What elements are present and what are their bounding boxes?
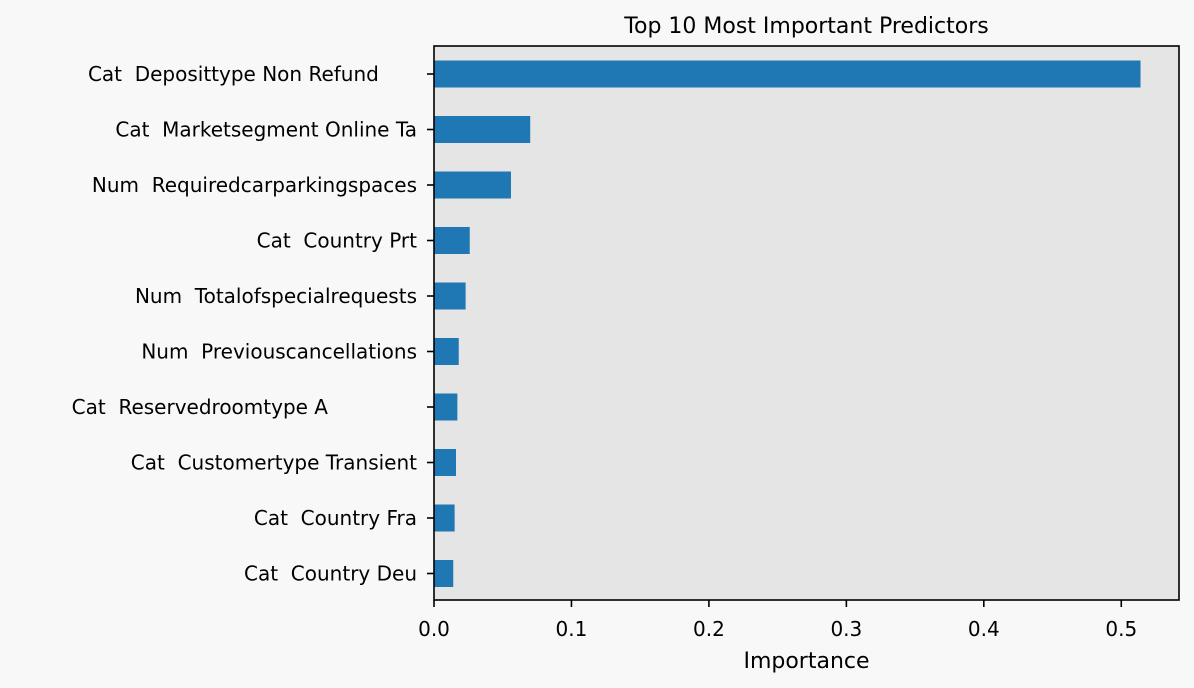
bar [434, 504, 455, 532]
y-tick-label: Num Previouscancellations [141, 340, 417, 364]
plot-background [434, 46, 1179, 600]
bar [434, 338, 459, 365]
bar [434, 560, 454, 587]
x-tick-label: 0.2 [693, 617, 725, 641]
y-tick-label: Cat Country Fra [254, 506, 417, 530]
x-tick-label: 0.1 [556, 617, 588, 641]
y-tick-label: Num Totalofspecialrequests [135, 284, 417, 308]
chart-title: Top 10 Most Important Predictors [623, 14, 988, 39]
y-tick-label: Cat Deposittype Non Refund [88, 62, 417, 86]
bar [434, 227, 470, 254]
y-tick-label: Cat Country Deu [244, 562, 417, 586]
x-tick-label: 0.0 [418, 617, 450, 641]
x-tick-labels: 0.0 0.1 0.2 0.3 0.4 0.5 [418, 617, 1137, 641]
y-tick-marks [427, 73, 434, 575]
bar [434, 393, 458, 421]
y-tick-label: Cat Customertype Transient [131, 451, 417, 475]
x-axis-title: Importance [743, 649, 869, 674]
plot-frame [433, 45, 1180, 601]
bar [434, 171, 511, 199]
x-tick-label: 0.4 [968, 617, 1000, 641]
bars [434, 60, 1141, 587]
bar [434, 60, 1141, 88]
x-tick-label: 0.3 [830, 617, 862, 641]
bar [434, 449, 456, 476]
bar [434, 116, 531, 143]
y-tick-label: Cat Marketsegment Online Ta [115, 118, 417, 142]
y-tick-label: Cat Reservedroomtype A [72, 395, 417, 419]
y-tick-labels: Cat Deposittype Non Refund Cat Marketseg… [72, 62, 417, 586]
bar [434, 282, 466, 310]
y-tick-label: Num Requiredcarparkingspaces [92, 173, 417, 197]
x-tick-marks [433, 600, 1123, 607]
x-tick-label: 0.5 [1105, 617, 1137, 641]
y-tick-label: Cat Country Prt [257, 229, 418, 253]
